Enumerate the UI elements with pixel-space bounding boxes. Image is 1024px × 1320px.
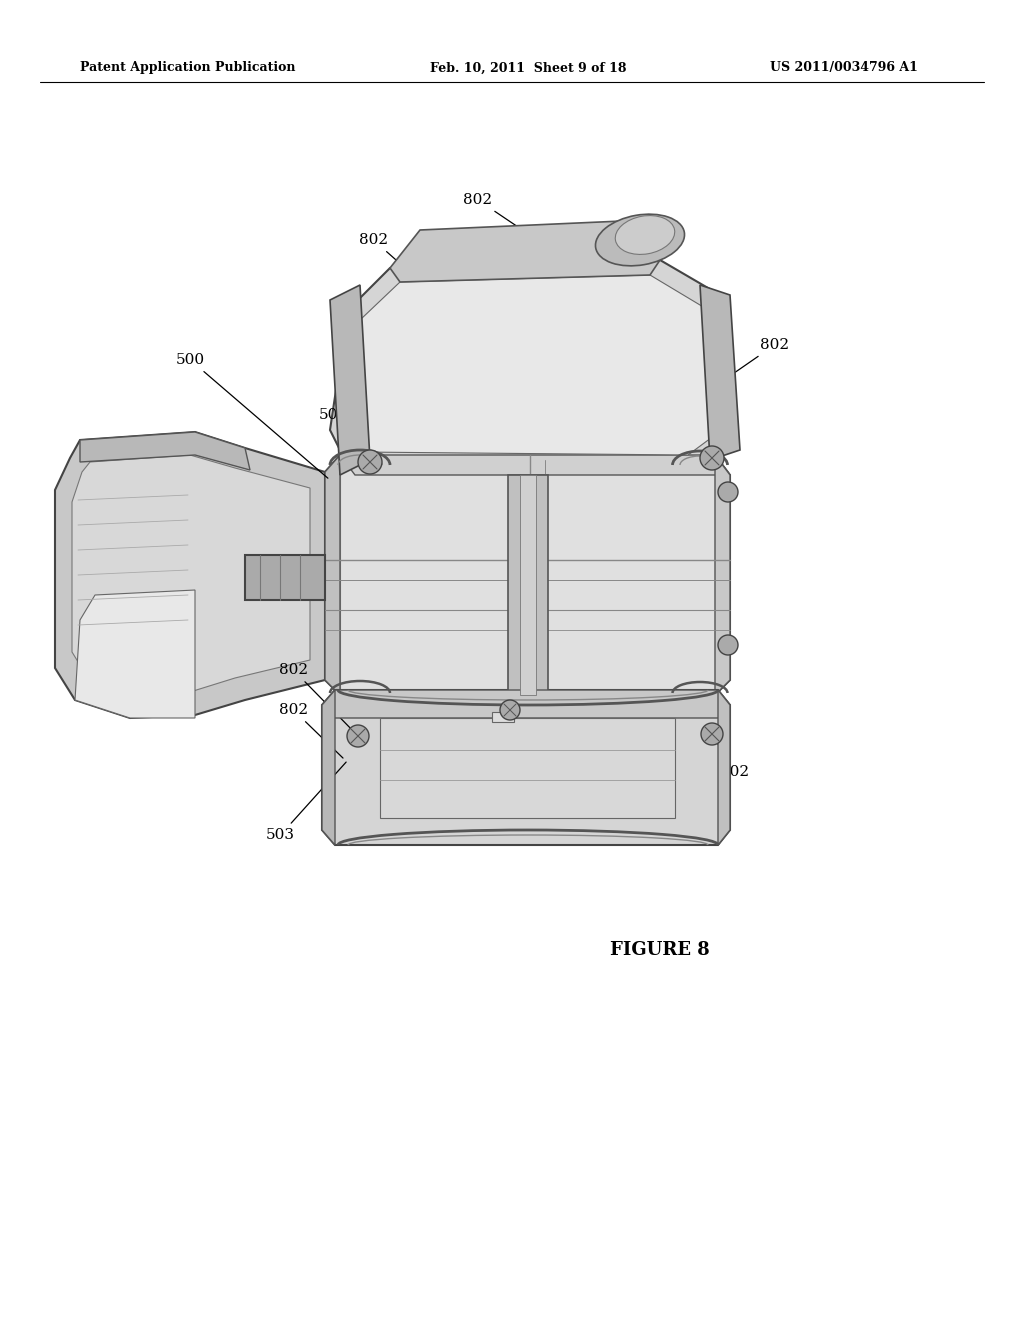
- Bar: [520, 475, 536, 696]
- Text: 802: 802: [714, 737, 750, 779]
- Text: 500: 500: [176, 352, 328, 478]
- Polygon shape: [345, 275, 715, 455]
- Polygon shape: [72, 455, 310, 694]
- Circle shape: [701, 723, 723, 744]
- Polygon shape: [390, 220, 660, 282]
- Circle shape: [500, 700, 520, 719]
- Ellipse shape: [596, 214, 684, 265]
- Polygon shape: [325, 455, 730, 696]
- Polygon shape: [325, 455, 340, 696]
- Circle shape: [358, 450, 382, 474]
- Text: 503: 503: [266, 762, 346, 842]
- Circle shape: [700, 446, 724, 470]
- Polygon shape: [330, 285, 370, 475]
- Polygon shape: [700, 285, 740, 459]
- Bar: [492, 711, 514, 722]
- Text: 802: 802: [464, 193, 567, 260]
- Polygon shape: [715, 455, 730, 696]
- Polygon shape: [80, 432, 250, 470]
- Text: 802: 802: [279, 663, 356, 734]
- Circle shape: [347, 725, 369, 747]
- Ellipse shape: [615, 215, 675, 255]
- Text: 802: 802: [726, 338, 790, 379]
- Text: 802: 802: [279, 704, 343, 758]
- Text: FIGURE 8: FIGURE 8: [610, 941, 710, 960]
- Polygon shape: [330, 260, 730, 465]
- Text: Patent Application Publication: Patent Application Publication: [80, 62, 296, 74]
- Circle shape: [718, 635, 738, 655]
- Polygon shape: [75, 590, 195, 718]
- Bar: [380, 718, 675, 818]
- Polygon shape: [340, 455, 730, 475]
- Bar: [245, 554, 325, 601]
- Polygon shape: [322, 690, 335, 845]
- Text: 802: 802: [511, 713, 555, 767]
- Text: 802: 802: [358, 234, 428, 288]
- Bar: [508, 475, 548, 696]
- Polygon shape: [322, 690, 730, 845]
- Circle shape: [718, 482, 738, 502]
- Text: Feb. 10, 2011  Sheet 9 of 18: Feb. 10, 2011 Sheet 9 of 18: [430, 62, 627, 74]
- Polygon shape: [55, 432, 325, 718]
- Text: 501: 501: [318, 408, 369, 463]
- Text: US 2011/0034796 A1: US 2011/0034796 A1: [770, 62, 918, 74]
- Polygon shape: [322, 690, 730, 718]
- Polygon shape: [718, 690, 730, 845]
